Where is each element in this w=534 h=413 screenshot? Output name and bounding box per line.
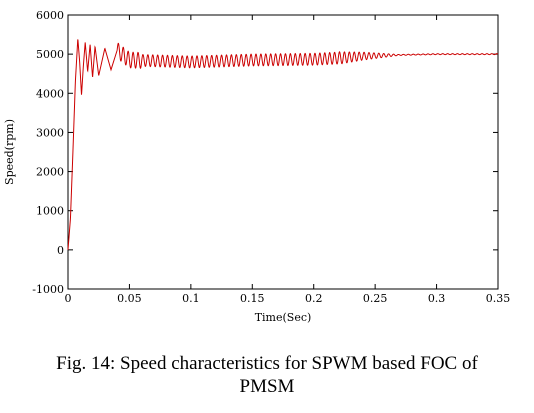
x-tick-label: 0.3	[428, 292, 446, 305]
y-tick-label: -1000	[32, 283, 64, 296]
speed-series-line	[67, 39, 499, 250]
x-tick-label: 0.35	[486, 292, 511, 305]
y-tick-label: 6000	[36, 9, 64, 22]
x-tick-label: 0.05	[117, 292, 142, 305]
y-tick-label: 0	[57, 244, 64, 257]
speed-chart: 0 0.05 0.1 0.15 0.2 0.25 0.3 0.35 6000 5000 4000 30…	[3, 9, 510, 324]
x-tick-label: 0.2	[305, 292, 323, 305]
x-axis-label: Time(Sec)	[255, 311, 312, 324]
x-tick-label: 0.15	[240, 292, 265, 305]
y-tick-label: 1000	[36, 205, 64, 218]
x-tick-label: 0	[65, 292, 72, 305]
x-tick-label: 0.1	[182, 292, 200, 305]
x-tick-label: 0.25	[363, 292, 388, 305]
tick-labels: 0 0.05 0.1 0.15 0.2 0.25 0.3 0.35 6000 5000 4000 30…	[32, 9, 510, 305]
figure-caption-line-1: Fig. 14: Speed characteristics for SPWM …	[56, 353, 478, 374]
y-tick-label: 4000	[36, 87, 64, 100]
y-axis-label: Speed(rpm)	[3, 119, 16, 185]
figure-caption-line-2: PMSM	[239, 376, 295, 397]
y-tick-label: 3000	[36, 126, 64, 139]
y-tick-label: 5000	[36, 48, 64, 61]
y-tick-label: 2000	[36, 166, 64, 179]
axis-ticks	[67, 14, 499, 290]
